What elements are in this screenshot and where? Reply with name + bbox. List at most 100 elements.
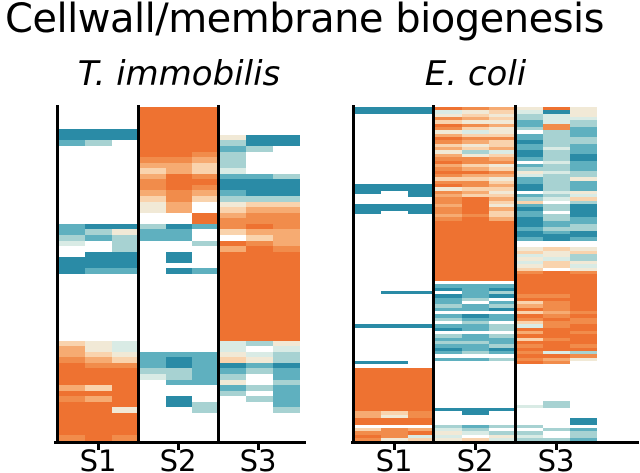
heatmap-cell <box>516 140 543 144</box>
heatmap-cell <box>516 230 543 235</box>
heatmap-cell <box>246 234 274 241</box>
heatmap-cell <box>111 196 139 202</box>
heatmap-cell <box>165 196 193 202</box>
heatmap-cell <box>192 368 220 374</box>
heatmap-cell <box>111 207 139 213</box>
heatmap-cell <box>84 268 112 274</box>
heatmap-cell <box>273 385 301 391</box>
heatmap-cell <box>84 296 112 302</box>
heatmap-cell <box>408 431 435 435</box>
heatmap-row <box>354 411 597 415</box>
heatmap-cell <box>570 331 597 335</box>
heatmap-cell <box>489 401 516 405</box>
heatmap-cell <box>111 129 139 135</box>
heatmap-cell <box>408 147 435 151</box>
heatmap-cell <box>516 113 543 118</box>
heatmap-cell <box>381 307 408 311</box>
heatmap-cell <box>408 394 435 398</box>
heatmap-cell <box>462 214 489 218</box>
heatmap-cell <box>246 312 274 319</box>
heatmap-cell <box>84 190 112 196</box>
heatmap-cell <box>192 190 220 196</box>
heatmap-cell <box>219 168 247 174</box>
heatmap-cell <box>58 207 85 213</box>
heatmap-cell <box>165 218 193 224</box>
heatmap-cell <box>408 314 435 318</box>
heatmap-row <box>354 133 597 138</box>
heatmap-cell <box>516 123 543 128</box>
heatmap-row <box>354 354 597 358</box>
heatmap-cell <box>408 214 435 218</box>
heatmap-cell <box>354 381 381 385</box>
heatmap-cell <box>273 196 301 202</box>
heatmap-row <box>354 113 597 118</box>
heatmap-cell <box>435 294 462 298</box>
heatmap-row <box>354 434 597 439</box>
heatmap-cell <box>246 435 274 441</box>
heatmap-cell <box>246 223 274 230</box>
heatmap-row <box>354 230 597 235</box>
heatmap-cell <box>462 120 489 124</box>
heatmap-cell <box>111 290 139 297</box>
heatmap-cell <box>246 262 274 269</box>
heatmap-cell <box>462 197 489 201</box>
heatmap-cell <box>570 193 597 198</box>
heatmap-cell <box>165 257 193 263</box>
heatmap-cell <box>84 385 112 391</box>
heatmap-row <box>58 234 301 241</box>
heatmap-cell <box>165 251 193 258</box>
heatmap-cell <box>570 324 597 328</box>
heatmap-cell <box>381 224 408 228</box>
heatmap-cell <box>138 385 166 391</box>
heatmap-cell <box>489 187 516 191</box>
heatmap-cell <box>219 223 247 230</box>
heatmap-cell <box>246 429 274 436</box>
heatmap-cell <box>435 374 462 378</box>
heatmap-cell <box>354 127 381 131</box>
heatmap-cell <box>516 203 543 208</box>
heatmap-cell <box>489 411 516 415</box>
heatmap-cell <box>543 190 570 194</box>
heatmap-cell <box>489 290 516 295</box>
heatmap-cell <box>462 183 489 188</box>
heatmap-cell <box>58 201 85 208</box>
heatmap-cell <box>381 214 408 218</box>
heatmap-row <box>354 217 597 221</box>
heatmap-cell <box>165 112 193 119</box>
heatmap-cell <box>435 183 462 188</box>
heatmap-cell <box>246 318 274 324</box>
heatmap-cell <box>165 374 193 380</box>
heatmap-cell <box>489 344 516 348</box>
heatmap-cell <box>165 379 193 386</box>
heatmap-row <box>354 317 597 321</box>
heatmap-cell <box>462 354 489 358</box>
heatmap-cell <box>516 277 543 281</box>
heatmap-cell <box>138 351 166 358</box>
heatmap-cell <box>138 240 166 247</box>
heatmap-cell <box>408 247 435 251</box>
heatmap-cell <box>111 107 139 113</box>
heatmap-cell <box>489 428 516 432</box>
heatmap-cell <box>84 379 112 386</box>
heatmap-cell <box>435 247 462 251</box>
heatmap-cell <box>543 334 570 338</box>
heatmap-cell <box>84 134 112 141</box>
heatmap-cell <box>273 412 301 419</box>
heatmap-cell <box>462 210 489 214</box>
heatmap-row <box>58 212 301 219</box>
heatmap-cell <box>570 347 597 352</box>
heatmap-cell <box>489 361 516 365</box>
heatmap-cell <box>435 180 462 184</box>
heatmap-row <box>354 391 597 395</box>
column-border-line <box>514 105 517 442</box>
heatmap-cell <box>570 107 597 111</box>
heatmap-row <box>354 351 597 355</box>
heatmap-cell <box>354 157 381 161</box>
heatmap-cell <box>462 391 489 395</box>
heatmap-cell <box>516 157 543 161</box>
heatmap-cell <box>489 110 516 114</box>
heatmap-cell <box>354 244 381 248</box>
heatmap-cell <box>58 218 85 224</box>
heatmap-cell <box>111 246 139 252</box>
heatmap-cell <box>489 153 516 158</box>
